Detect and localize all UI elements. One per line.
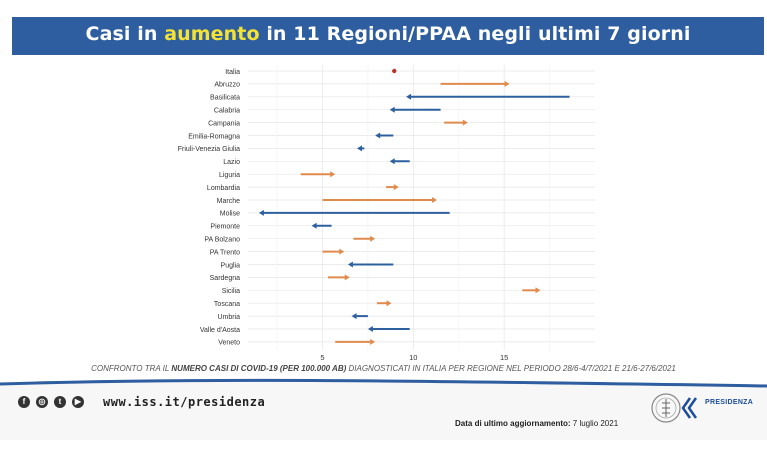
- region-label: Abruzzo: [214, 82, 240, 89]
- title-part-2: in 11 Regioni/PPAA negli ultimi 7 giorni: [259, 23, 691, 45]
- arrow-head: [389, 106, 395, 113]
- caption-bold: NUMERO CASI DI COVID-19 (PER 100.000 AB): [171, 364, 347, 373]
- region-label: Molise: [220, 211, 240, 218]
- arrow-head: [367, 326, 373, 332]
- stable-point: [392, 68, 397, 74]
- region-label: Basilicata: [210, 95, 240, 102]
- update-label: Data di ultimo aggiornamento:: [455, 419, 571, 428]
- arrow-head: [393, 184, 399, 191]
- facebook-icon[interactable]: f: [18, 396, 30, 408]
- x-tick-label: 5: [320, 353, 324, 362]
- social-links: f ◎ t ▶: [18, 396, 84, 408]
- arrow-head: [258, 209, 264, 216]
- title-part-1: Casi in: [85, 23, 165, 45]
- region-label: Calabria: [214, 108, 240, 115]
- arrow-head: [406, 93, 412, 100]
- arrow-head: [351, 313, 357, 320]
- dumbbell-chart: Italia Abruzzo Basilicata Calabria Campania E…: [178, 65, 595, 362]
- region-label: Sicilia: [222, 288, 240, 295]
- page-title: Casi in aumento in 11 Regioni/PPAA negli…: [12, 23, 764, 45]
- update-value: 7 luglio 2021: [570, 419, 619, 428]
- x-axis-ticks: 5 10 15: [320, 353, 508, 362]
- region-label: Piemonte: [210, 224, 240, 231]
- caption-suffix: DIAGNOSTICATI IN ITALIA PER REGIONE NEL …: [346, 364, 676, 373]
- region-label: Sardegna: [210, 275, 240, 282]
- x-tick-label: 10: [409, 353, 417, 362]
- update-date: Data di ultimo aggiornamento: 7 luglio 2…: [455, 419, 618, 428]
- region-label: Veneto: [218, 340, 240, 347]
- arrow-head: [357, 145, 363, 152]
- arrow-head: [504, 80, 510, 87]
- presidenza-logo-text: PRESIDENZA: [705, 399, 754, 406]
- arrow-head: [462, 119, 468, 126]
- region-label: PA Bolzano: [204, 237, 240, 244]
- chart-grid: [248, 65, 595, 350]
- iss-seal-logo: [651, 393, 698, 423]
- region-label: Lombardia: [207, 185, 240, 192]
- region-label: Umbria: [217, 314, 240, 321]
- arrow-head: [370, 338, 376, 345]
- region-label: Marche: [217, 198, 240, 205]
- chart-marks: [258, 68, 570, 345]
- title-bar: Casi in aumento in 11 Regioni/PPAA negli…: [12, 17, 764, 55]
- region-label: Toscana: [214, 301, 240, 308]
- footer-wave: [0, 378, 767, 388]
- site-url-link[interactable]: www.iss.it/presidenza: [103, 395, 266, 409]
- arrow-head: [431, 197, 437, 203]
- caption-prefix: CONFRONTO TRA IL: [91, 364, 172, 373]
- region-label: Liguria: [219, 172, 240, 179]
- arrow-head: [370, 235, 376, 242]
- region-label: Emilia-Romagna: [188, 133, 240, 140]
- region-label: Campania: [208, 120, 240, 127]
- region-label: PA Trento: [210, 249, 240, 256]
- arrow-head: [389, 158, 395, 165]
- arrow-head: [535, 287, 541, 294]
- arrow-head: [386, 300, 392, 307]
- instagram-icon[interactable]: ◎: [36, 396, 48, 408]
- arrow-head: [311, 222, 317, 229]
- arrow-head: [344, 274, 350, 281]
- arrow-head: [330, 171, 336, 178]
- region-label: Friuli-Venezia Giulia: [178, 146, 240, 153]
- arrow-head: [339, 248, 345, 255]
- twitter-icon[interactable]: t: [54, 396, 66, 408]
- footer: f ◎ t ▶ www.iss.it/presidenza Data di ul…: [0, 378, 767, 440]
- region-label: Lazio: [223, 159, 240, 166]
- arrow-head: [347, 261, 353, 268]
- arrow-head: [375, 132, 381, 139]
- region-label: Puglia: [221, 262, 241, 269]
- region-label: Italia: [225, 69, 240, 76]
- x-tick-label: 15: [500, 353, 508, 362]
- region-labels: Italia Abruzzo Basilicata Calabria Campania E…: [178, 69, 240, 347]
- region-label: Valle d'Aosta: [200, 327, 240, 334]
- title-highlight: aumento: [164, 23, 260, 45]
- youtube-icon[interactable]: ▶: [72, 396, 84, 408]
- chart-caption: CONFRONTO TRA IL NUMERO CASI DI COVID-19…: [0, 364, 767, 373]
